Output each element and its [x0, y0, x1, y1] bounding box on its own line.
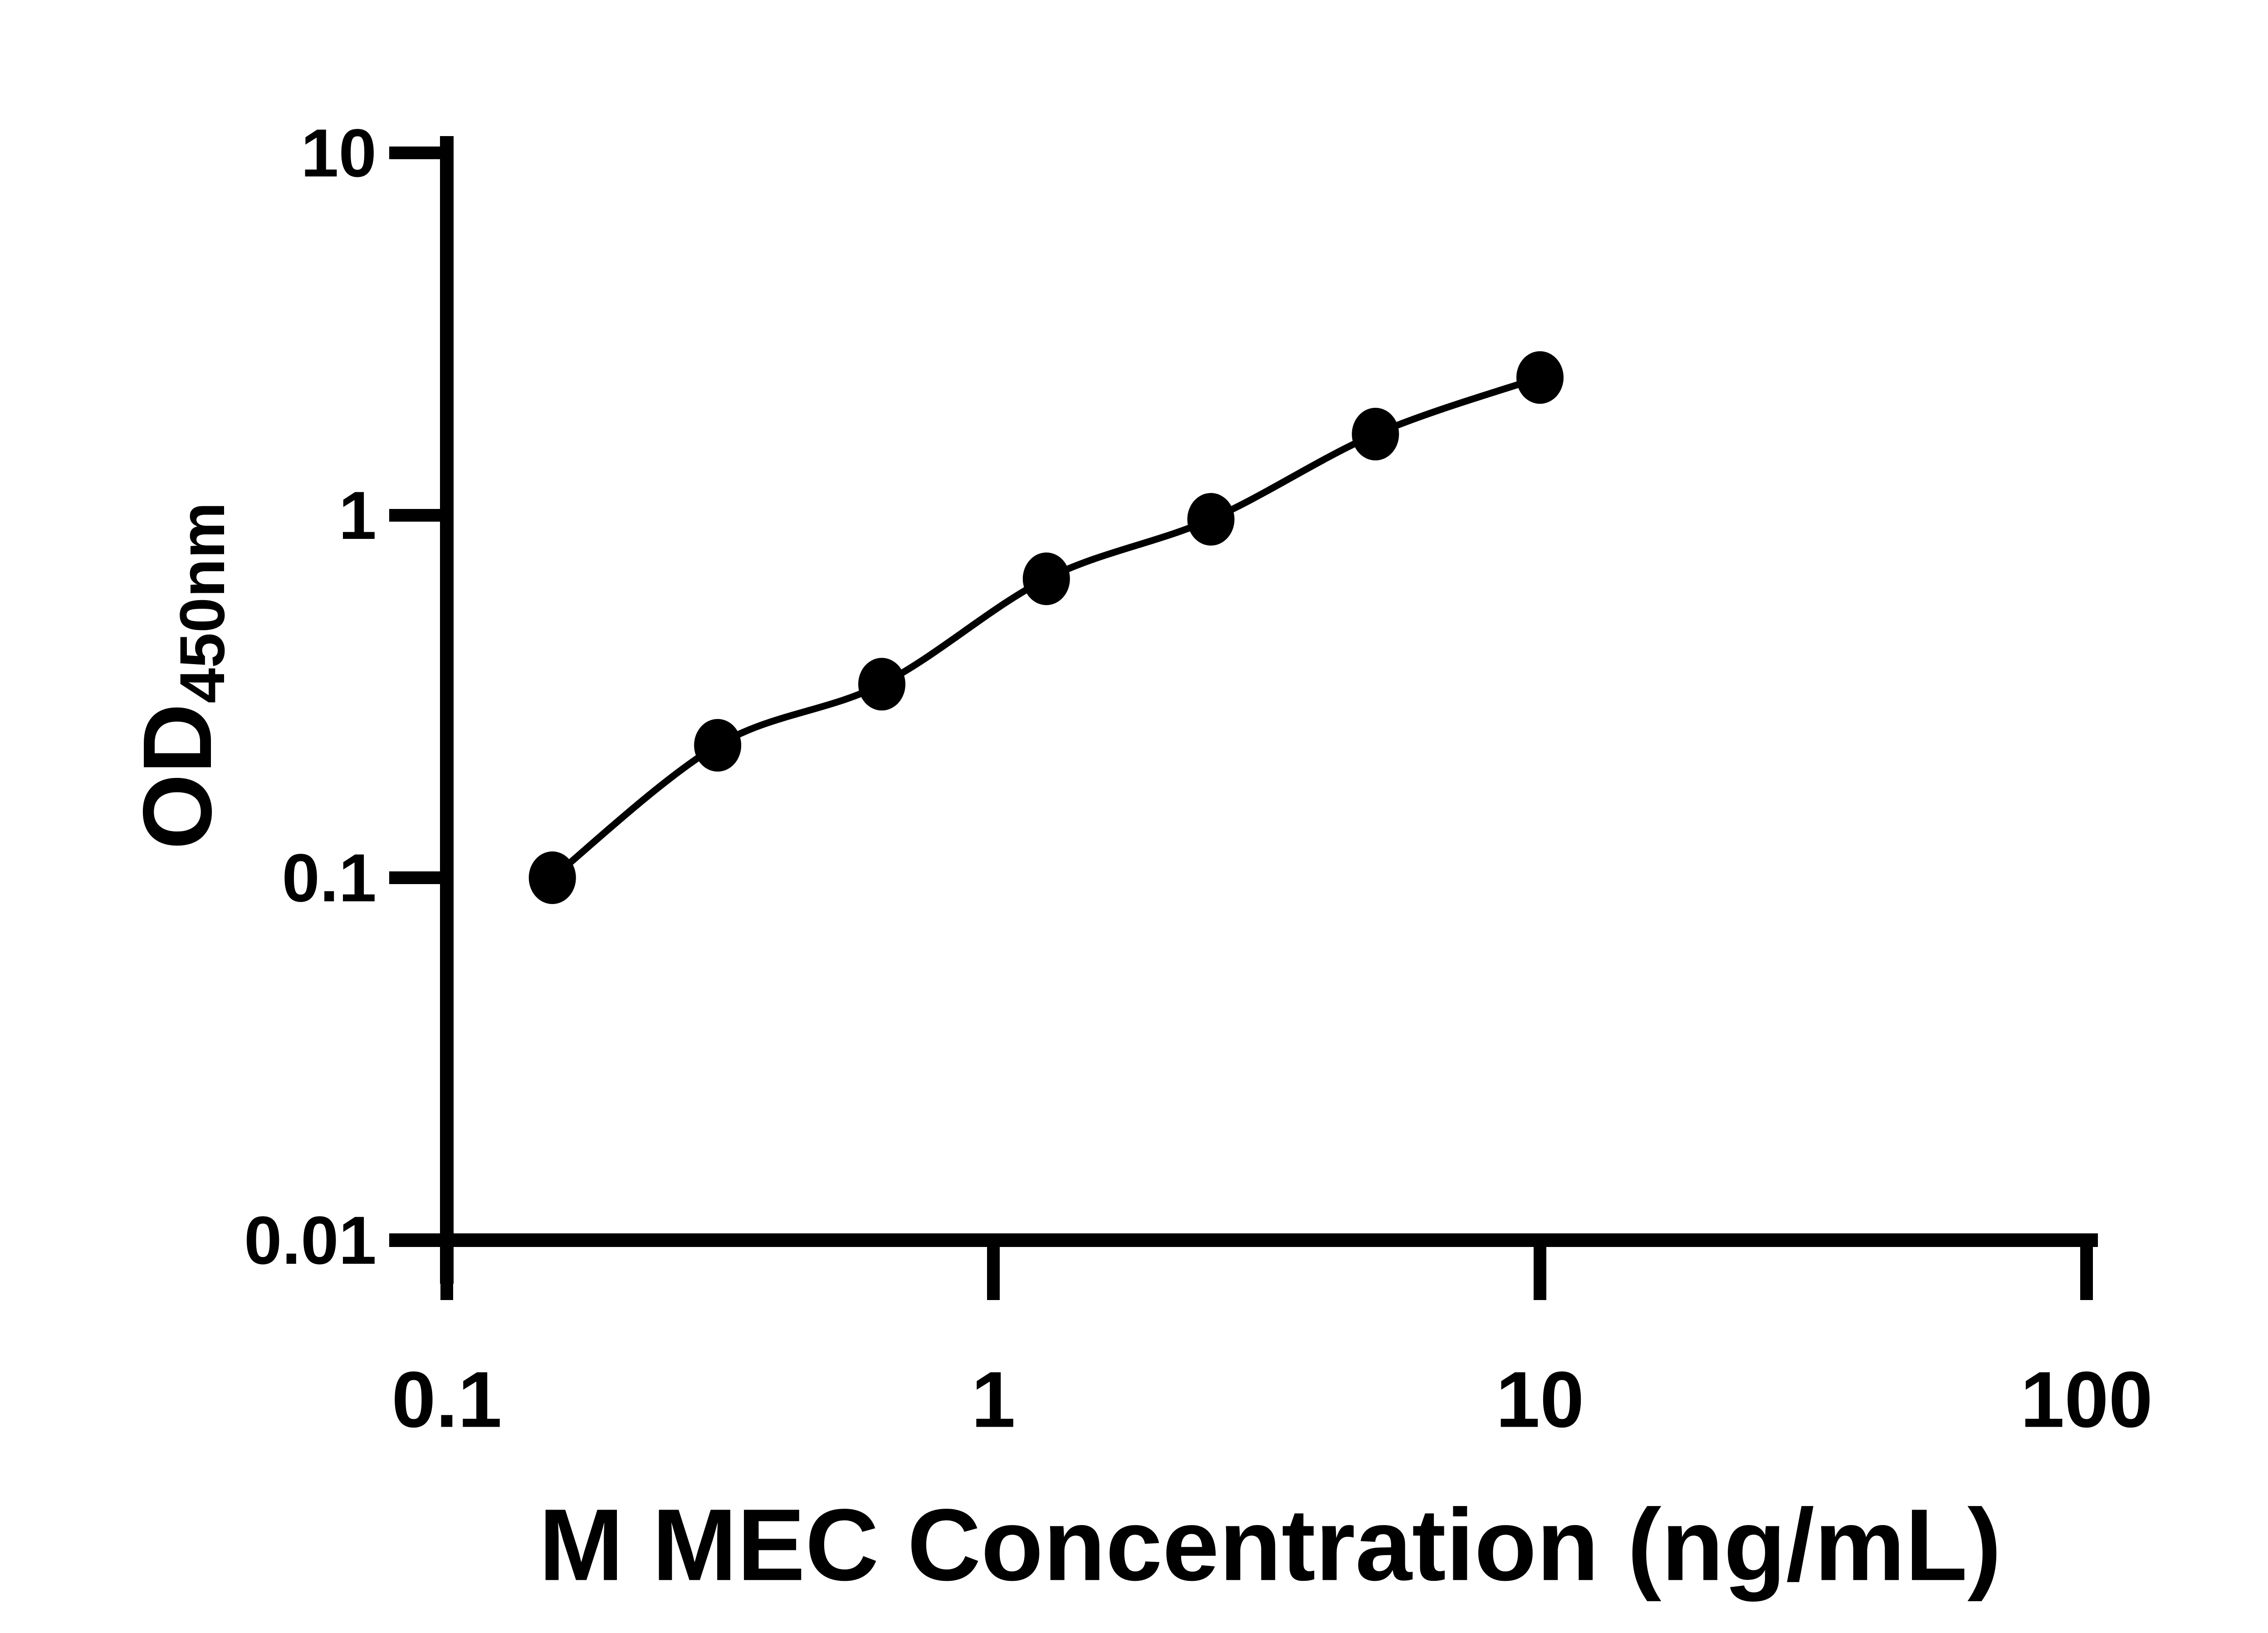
- x-tick-label-10: 10: [1496, 1356, 1584, 1444]
- svg-text:OD450nm: OD450nm: [122, 502, 238, 850]
- y-axis-ticks: [389, 147, 447, 1247]
- x-tick-label-0.1: 0.1: [391, 1356, 502, 1444]
- data-point: [694, 719, 742, 772]
- y-tick-label-1: 1: [339, 477, 376, 553]
- y-tick-label-10: 10: [301, 115, 376, 191]
- data-point: [1352, 408, 1399, 461]
- x-tick-label-1: 1: [971, 1356, 1015, 1444]
- x-axis-tick-labels: 0.1 1 10 100: [391, 1356, 2153, 1444]
- axis-lines: [389, 136, 2098, 1284]
- y-axis-title: OD450nm: [122, 502, 238, 850]
- y-axis-title-subscript: 450nm: [166, 502, 238, 704]
- data-point: [528, 851, 576, 904]
- data-point: [1516, 351, 1564, 404]
- data-point: [1022, 552, 1070, 605]
- y-axis-title-main: OD: [122, 704, 232, 850]
- y-axis-tick-labels: 10 1 0.1 0.01: [244, 115, 376, 1278]
- x-axis-ticks: [440, 1240, 2093, 1300]
- data-series-layer: [528, 351, 1564, 904]
- data-point: [858, 658, 906, 711]
- x-tick-label-100: 100: [2020, 1356, 2153, 1444]
- data-point: [1187, 493, 1235, 546]
- y-tick-label-0.01: 0.01: [244, 1202, 376, 1278]
- y-tick-label-0.1: 0.1: [282, 840, 376, 916]
- x-axis-title: M MEC Concentration (ng/mL): [539, 1487, 2002, 1602]
- series-markers-m-mec: [528, 351, 1564, 904]
